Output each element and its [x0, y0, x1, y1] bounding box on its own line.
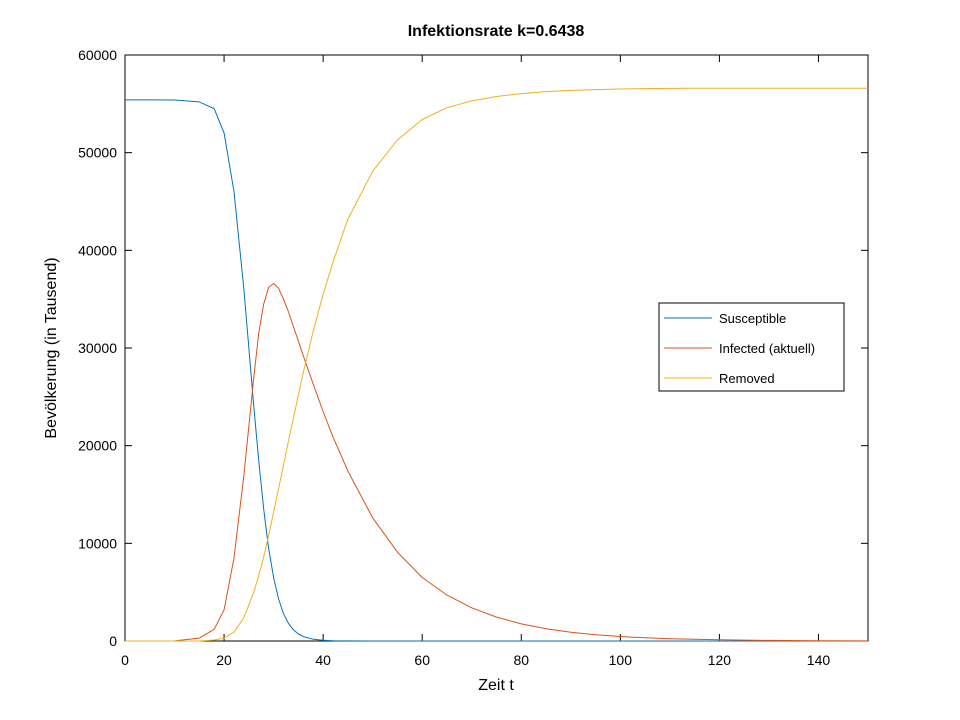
x-axis-label: Zeit t	[478, 677, 514, 694]
x-tick-label: 80	[513, 652, 529, 668]
series-line-0	[125, 99, 868, 642]
legend: Susceptible Infected (aktuell) Removed	[658, 302, 845, 392]
y-tick-label: 50000	[78, 145, 117, 161]
x-tick-label: 40	[315, 652, 331, 668]
legend-label: Susceptible	[719, 311, 786, 326]
y-tick-label: 40000	[78, 242, 117, 258]
series-lines	[125, 87, 869, 642]
x-tick-label: 0	[121, 652, 129, 668]
chart-title: Infektionsrate k=0.6438	[408, 23, 585, 40]
y-axis-label: Bevölkerung (in Tausend)	[43, 257, 60, 438]
legend-label: Infected (aktuell)	[719, 341, 815, 356]
y-tick-label: 30000	[78, 340, 117, 356]
y-axis: 0 10000 20000 30000 40000 50000 60000	[78, 47, 868, 649]
series-line-1	[125, 283, 869, 642]
x-tick-label: 120	[708, 652, 732, 668]
y-tick-label: 20000	[78, 438, 117, 454]
series-line-2	[125, 87, 868, 642]
y-tick-label: 60000	[78, 47, 117, 63]
y-tick-label: 0	[109, 633, 117, 649]
x-tick-label: 20	[216, 652, 232, 668]
x-tick-label: 140	[807, 652, 831, 668]
x-tick-label: 100	[609, 652, 633, 668]
x-tick-label: 60	[414, 652, 430, 668]
x-axis: 0 20 40 60 80 100 120 140	[121, 55, 830, 668]
legend-label: Removed	[719, 371, 775, 386]
y-tick-label: 10000	[78, 535, 117, 551]
